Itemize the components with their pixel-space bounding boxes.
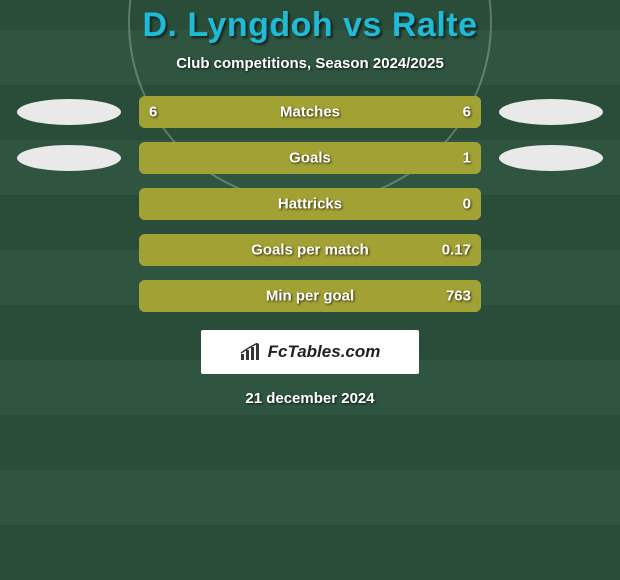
player-left-oval — [17, 145, 121, 171]
stat-row: 0 Hattricks — [0, 188, 620, 220]
page-subtitle: Club competitions, Season 2024/2025 — [0, 55, 620, 72]
stat-label: Min per goal — [266, 288, 354, 305]
stat-right-value: 1 — [463, 150, 471, 167]
stat-bar: 0.17 Goals per match — [139, 234, 481, 266]
player-right-oval — [499, 99, 603, 125]
main-content: D. Lyngdoh vs Ralte Club competitions, S… — [0, 0, 620, 407]
stats-container: 6 6 Matches 1 Goals 0 Hattricks 0.17 Goals per m… — [0, 96, 620, 312]
brand-badge[interactable]: FcTables.com — [201, 330, 419, 374]
brand-text: FcTables.com — [268, 342, 381, 362]
stat-row: 1 Goals — [0, 142, 620, 174]
stat-label: Hattricks — [278, 196, 342, 213]
stat-row: 763 Min per goal — [0, 280, 620, 312]
player-right-oval — [499, 145, 603, 171]
stat-row: 6 6 Matches — [0, 96, 620, 128]
stat-bar: 6 6 Matches — [139, 96, 481, 128]
footer-date: 21 december 2024 — [0, 390, 620, 407]
stat-row: 0.17 Goals per match — [0, 234, 620, 266]
player-left-oval — [17, 99, 121, 125]
stat-label: Goals — [289, 150, 331, 167]
stat-right-value: 6 — [463, 104, 471, 121]
stat-label: Matches — [280, 104, 340, 121]
stat-bar: 1 Goals — [139, 142, 481, 174]
stat-right-value: 0 — [463, 196, 471, 213]
stat-right-value: 0.17 — [442, 242, 471, 259]
stat-label: Goals per match — [251, 242, 369, 259]
chart-icon — [240, 343, 262, 361]
stat-bar: 0 Hattricks — [139, 188, 481, 220]
stat-left-value: 6 — [149, 104, 157, 121]
page-title: D. Lyngdoh vs Ralte — [0, 6, 620, 45]
stat-right-value: 763 — [446, 288, 471, 305]
stat-bar: 763 Min per goal — [139, 280, 481, 312]
